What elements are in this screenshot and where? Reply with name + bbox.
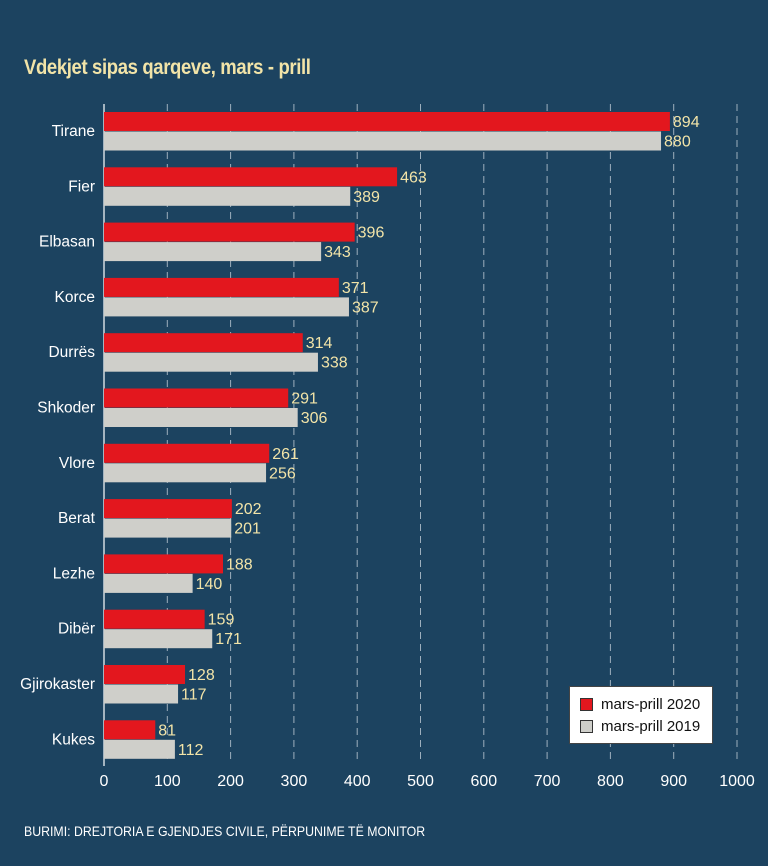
bar-2020 [104, 554, 224, 574]
x-tick-label: 600 [470, 773, 497, 790]
bar-2019 [104, 131, 662, 151]
bar-2020 [104, 720, 156, 740]
data-label-2019: 112 [178, 742, 204, 759]
legend-swatch-2019 [580, 719, 593, 733]
data-label-2019: 117 [181, 687, 207, 704]
x-tick-label: 100 [154, 773, 181, 790]
bar-2020 [104, 112, 670, 131]
category-label: Gjirokaster [20, 676, 95, 693]
bar-2019 [104, 739, 175, 759]
category-label: Kukes [52, 731, 95, 748]
bar-2019 [104, 573, 193, 593]
x-tick-label: 800 [597, 773, 624, 790]
data-label-2019: 389 [353, 189, 380, 206]
data-label-2020: 291 [291, 391, 318, 408]
data-label-2019: 880 [664, 134, 691, 151]
category-label: Dibër [58, 621, 95, 638]
data-label-2019: 140 [196, 576, 223, 593]
x-tick-label: 400 [344, 773, 371, 790]
legend-swatch-2020 [580, 697, 593, 711]
data-label-2020: 188 [226, 556, 253, 573]
chart-legend: mars-prill 2020 mars-prill 2019 [569, 686, 713, 744]
data-label-2020: 159 [208, 612, 235, 629]
bar-2020 [104, 499, 232, 519]
category-label: Fier [68, 178, 95, 195]
legend-item-2019: mars-prill 2019 [580, 715, 702, 737]
bar-2020 [104, 167, 398, 187]
legend-label-2020: mars-prill 2020 [601, 695, 701, 713]
source-note: BURIMI: DREJTORIA E GJENDJES CIVILE, PËR… [24, 823, 426, 839]
chart-title: Vdekjet sipas qarqeve, mars - prill [24, 56, 311, 79]
data-label-2020: 202 [235, 501, 262, 518]
data-label-2020: 894 [673, 114, 700, 131]
x-tick-label: 900 [660, 773, 687, 790]
data-label-2019: 338 [321, 355, 348, 372]
bar-2020 [104, 665, 186, 684]
x-tick-label: 1000 [719, 773, 755, 790]
bar-2019 [104, 408, 298, 427]
bar-2019 [104, 518, 232, 538]
data-label-2020: 81 [158, 722, 176, 739]
category-label: Shkoder [37, 400, 95, 417]
legend-item-2020: mars-prill 2020 [580, 693, 702, 715]
x-tick-label: 200 [217, 773, 244, 790]
category-label: Tirane [52, 123, 95, 140]
bar-2020 [104, 333, 303, 353]
data-label-2019: 201 [234, 521, 261, 538]
x-tick-label: 0 [100, 773, 109, 790]
data-label-2019: 387 [352, 299, 379, 316]
category-label: Vlore [59, 455, 95, 472]
data-label-2020: 371 [342, 280, 369, 297]
bar-2019 [104, 352, 318, 372]
bar-2019 [104, 463, 267, 483]
bar-2020 [104, 609, 205, 629]
bar-2019 [104, 186, 351, 206]
data-label-2020: 128 [188, 667, 215, 684]
bar-2020 [104, 222, 355, 242]
x-tick-label: 700 [534, 773, 561, 790]
data-label-2020: 463 [400, 169, 427, 186]
bar-2019 [104, 297, 349, 317]
bar-2019 [104, 684, 179, 704]
category-label: Durrës [48, 344, 95, 361]
category-label: Korce [55, 289, 96, 306]
bar-2020 [104, 443, 270, 463]
data-label-2019: 256 [269, 465, 296, 482]
data-label-2019: 171 [215, 631, 242, 648]
data-label-2019: 343 [324, 244, 351, 261]
category-label: Berat [58, 510, 96, 527]
x-tick-label: 500 [407, 773, 434, 790]
data-label-2019: 306 [301, 410, 328, 427]
category-label: Lezhe [53, 565, 95, 582]
bar-2019 [104, 242, 322, 262]
data-label-2020: 396 [358, 225, 385, 242]
bar-2020 [104, 277, 339, 297]
x-tick-label: 300 [281, 773, 308, 790]
bar-2020 [104, 388, 289, 408]
category-label: Elbasan [39, 234, 95, 251]
data-label-2020: 314 [306, 335, 333, 352]
bar-2019 [104, 629, 213, 649]
legend-label-2019: mars-prill 2019 [601, 717, 701, 735]
data-label-2020: 261 [272, 446, 299, 463]
